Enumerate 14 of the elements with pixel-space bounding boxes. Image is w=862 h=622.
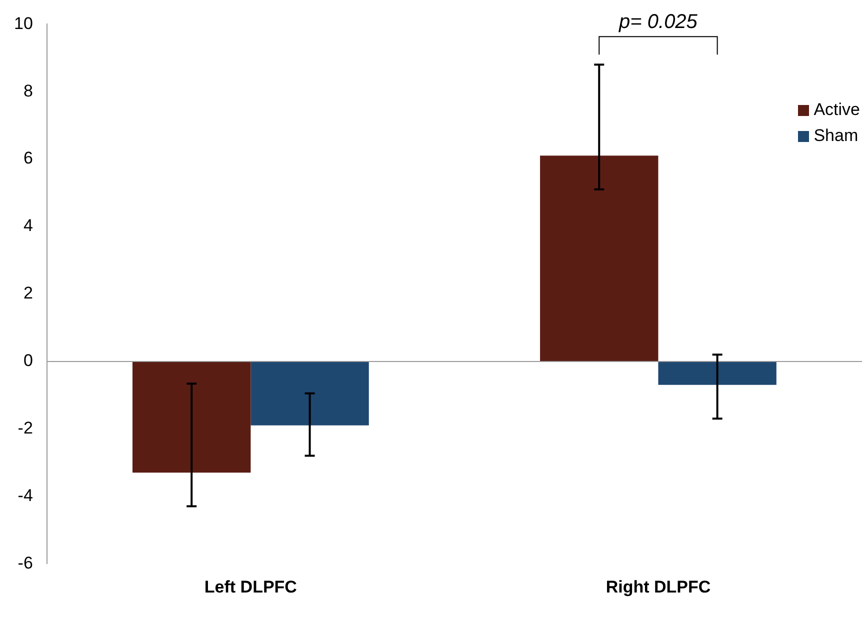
y-tick-label: 10 — [14, 14, 33, 33]
y-tick-label: 2 — [23, 284, 33, 303]
annotation: p= 0.025 — [618, 11, 698, 34]
y-tick-label: 0 — [23, 351, 33, 370]
y-tick-label: 6 — [23, 148, 33, 168]
legend-label: Sham — [814, 126, 858, 146]
legend-label: Active — [814, 100, 860, 120]
y-tick-label: -6 — [18, 553, 33, 572]
x-tick-label: Left DLPFC — [204, 577, 297, 596]
x-tick-label: Right DLPFC — [606, 577, 711, 596]
y-tick-label: 4 — [23, 216, 33, 236]
y-tick-label: 8 — [23, 81, 33, 100]
y-tick-label: -2 — [18, 418, 33, 438]
y-tick-label: -4 — [18, 486, 33, 505]
